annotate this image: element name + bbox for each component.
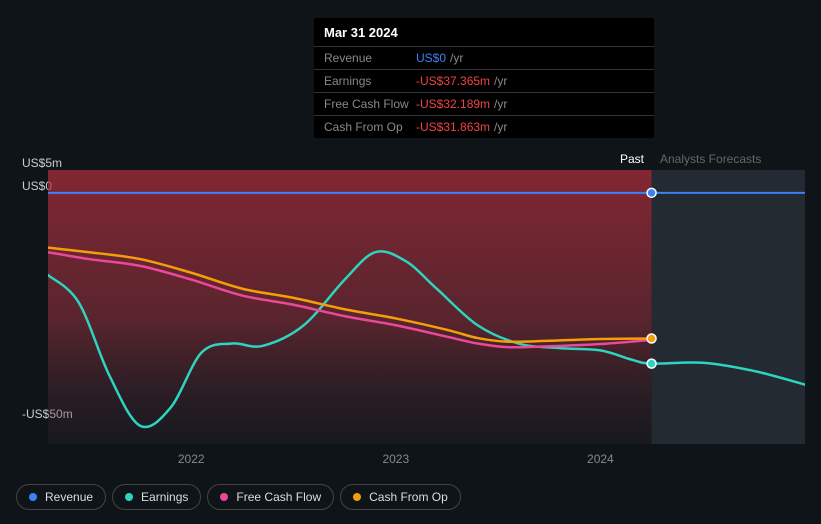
y-axis-label: US$5m bbox=[22, 156, 62, 170]
tooltip-row-value: US$0 bbox=[416, 51, 446, 65]
tooltip-row-value: -US$31.863m bbox=[416, 120, 490, 134]
forecast-label: Analysts Forecasts bbox=[660, 152, 761, 166]
legend-item-revenue[interactable]: Revenue bbox=[16, 484, 106, 510]
x-axis-label: 2024 bbox=[587, 452, 614, 466]
tooltip-row-label: Free Cash Flow bbox=[324, 97, 416, 111]
tooltip-row-suffix: /yr bbox=[494, 74, 507, 88]
legend-dot-icon bbox=[29, 493, 37, 501]
earnings-end-dot bbox=[647, 359, 656, 368]
legend-dot-icon bbox=[353, 493, 361, 501]
tooltip-date: Mar 31 2024 bbox=[314, 18, 654, 46]
legend-item-free-cash-flow[interactable]: Free Cash Flow bbox=[207, 484, 334, 510]
legend-dot-icon bbox=[125, 493, 133, 501]
tooltip-row: RevenueUS$0/yr bbox=[314, 46, 654, 69]
tooltip-row: Earnings-US$37.365m/yr bbox=[314, 69, 654, 92]
x-axis-label: 2023 bbox=[382, 452, 409, 466]
legend-item-earnings[interactable]: Earnings bbox=[112, 484, 201, 510]
tooltip-row: Cash From Op-US$31.863m/yr bbox=[314, 115, 654, 138]
cfo-end-dot bbox=[647, 334, 656, 343]
tooltip-row: Free Cash Flow-US$32.189m/yr bbox=[314, 92, 654, 115]
tooltip-row-suffix: /yr bbox=[450, 51, 463, 65]
tooltip-row-suffix: /yr bbox=[494, 120, 507, 134]
tooltip-row-label: Cash From Op bbox=[324, 120, 416, 134]
revenue-end-dot bbox=[647, 188, 656, 197]
legend-label: Earnings bbox=[141, 490, 188, 504]
past-label: Past bbox=[620, 152, 644, 166]
legend-label: Cash From Op bbox=[369, 490, 448, 504]
legend-dot-icon bbox=[220, 493, 228, 501]
chart-tooltip: Mar 31 2024 RevenueUS$0/yrEarnings-US$37… bbox=[314, 18, 654, 138]
legend-label: Revenue bbox=[45, 490, 93, 504]
tooltip-row-value: -US$37.365m bbox=[416, 74, 490, 88]
legend: Revenue Earnings Free Cash Flow Cash From O… bbox=[16, 484, 461, 510]
tooltip-row-value: -US$32.189m bbox=[416, 97, 490, 111]
tooltip-row-suffix: /yr bbox=[494, 97, 507, 111]
tooltip-row-label: Earnings bbox=[324, 74, 416, 88]
chart-plot bbox=[48, 170, 805, 444]
legend-item-cash-from-op[interactable]: Cash From Op bbox=[340, 484, 461, 510]
x-axis-label: 2022 bbox=[178, 452, 205, 466]
tooltip-row-label: Revenue bbox=[324, 51, 416, 65]
legend-label: Free Cash Flow bbox=[236, 490, 321, 504]
